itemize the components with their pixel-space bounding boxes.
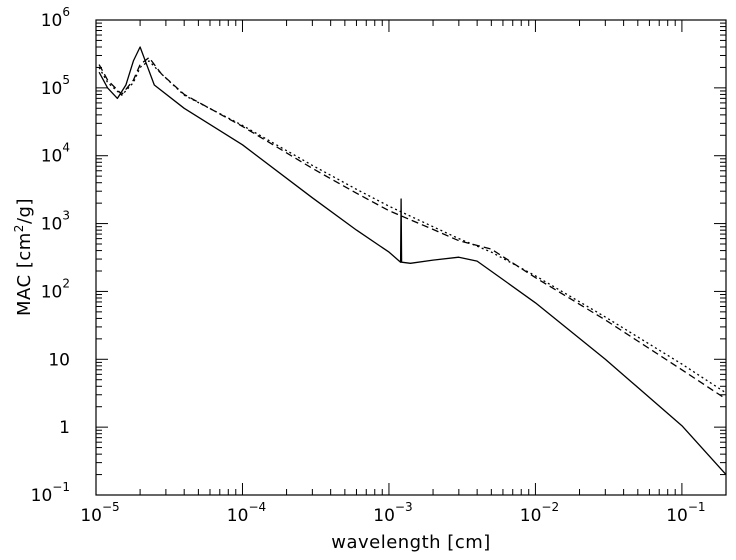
series-line-solid — [98, 46, 727, 476]
y-tick-label: 10−1 — [31, 480, 70, 506]
axis-tick-labels: 10−5 10−4 10−3 10−2 10−1 10−1 1 10 102 103 104 105 1… — [31, 5, 706, 526]
x-tick-label: 10−5 — [80, 500, 119, 526]
y-axis-title-sup: 2 — [12, 224, 26, 232]
x-axis-title: wavelength [cm] — [331, 532, 491, 553]
y-axis-title: MAC [cm2/g] — [12, 198, 35, 316]
y-tick-label: 10 — [48, 350, 70, 370]
x-tick-label: 10−2 — [520, 500, 559, 526]
y-axis-title-pre: MAC [cm — [14, 232, 35, 316]
y-tick-label: 105 — [41, 73, 70, 99]
y-tick-label: 103 — [41, 209, 70, 235]
series-group — [98, 46, 727, 476]
axis-ticks — [95, 19, 727, 496]
x-tick-label: 10−4 — [227, 500, 266, 526]
y-axis-title-post: /g] — [14, 198, 35, 224]
series-line-dotted — [98, 60, 727, 394]
y-tick-label: 104 — [41, 141, 70, 167]
x-tick-label: 10−1 — [666, 500, 705, 526]
series-line-dashed — [98, 56, 727, 400]
plot-frame — [95, 19, 727, 496]
y-tick-label: 106 — [41, 5, 70, 31]
x-tick-label: 10−3 — [373, 500, 412, 526]
y-tick-label: 102 — [41, 276, 70, 302]
y-tick-label: 1 — [59, 418, 70, 438]
